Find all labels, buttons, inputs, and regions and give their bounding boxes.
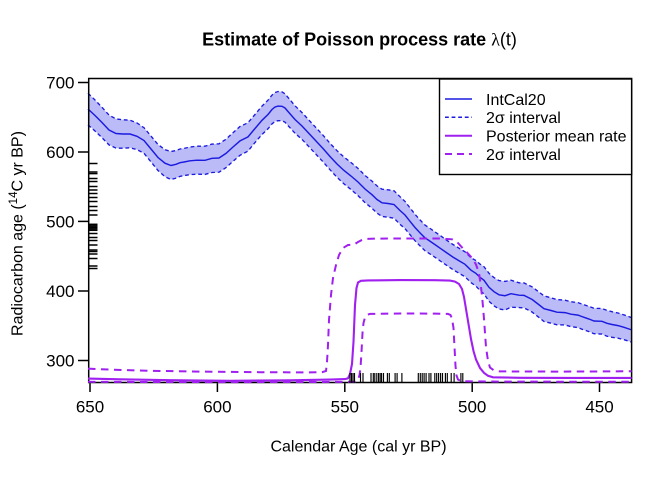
svg-text:Calendar Age (cal yr BP): Calendar Age (cal yr BP) bbox=[270, 439, 446, 456]
svg-text:Posterior mean rate: Posterior mean rate bbox=[486, 129, 627, 146]
svg-text:550: 550 bbox=[331, 398, 359, 417]
svg-text:2σ interval: 2σ interval bbox=[486, 110, 561, 127]
svg-text:500: 500 bbox=[458, 398, 486, 417]
svg-text:400: 400 bbox=[46, 282, 74, 301]
svg-text:300: 300 bbox=[46, 352, 74, 371]
svg-text:600: 600 bbox=[203, 398, 231, 417]
svg-text:500: 500 bbox=[46, 213, 74, 232]
svg-text:IntCal20: IntCal20 bbox=[486, 92, 546, 109]
svg-text:2σ interval: 2σ interval bbox=[486, 147, 561, 164]
svg-text:600: 600 bbox=[46, 143, 74, 162]
svg-text:450: 450 bbox=[585, 398, 613, 417]
svg-text:650: 650 bbox=[76, 398, 104, 417]
svg-text:Radiocarbon age (14C yr BP): Radiocarbon age (14C yr BP) bbox=[8, 131, 27, 336]
svg-text:700: 700 bbox=[46, 74, 74, 93]
svg-text:Estimate of Poisson process ra: Estimate of Poisson process rate λ(t) bbox=[202, 30, 517, 50]
